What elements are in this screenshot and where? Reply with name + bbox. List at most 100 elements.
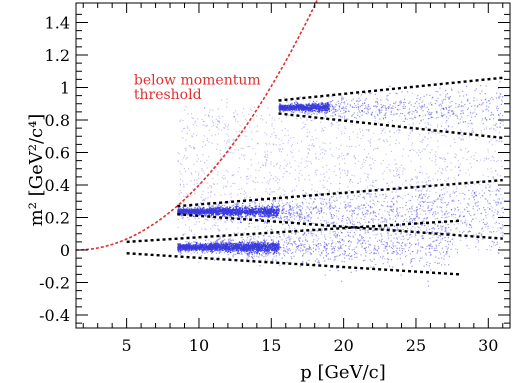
scatter-point: [215, 244, 217, 246]
scatter-point: [498, 198, 500, 200]
scatter-point: [415, 209, 417, 211]
scatter-point: [341, 280, 343, 282]
scatter-point: [202, 250, 204, 252]
scatter-point: [286, 202, 288, 204]
scatter-point: [359, 223, 361, 225]
scatter-point: [436, 217, 438, 220]
scatter-point: [367, 210, 369, 213]
scatter-point: [289, 214, 291, 217]
scatter-point: [239, 248, 241, 250]
scatter-point: [234, 250, 236, 252]
scatter-point: [213, 210, 215, 212]
scatter-point: [438, 228, 440, 230]
scatter-point: [246, 216, 248, 218]
scatter-point: [341, 232, 343, 234]
scatter-point: [194, 210, 196, 212]
scatter-point: [288, 248, 290, 250]
scatter-point: [234, 208, 236, 210]
scatter-point: [409, 219, 411, 221]
scatter-point: [187, 243, 189, 245]
scatter-point: [241, 240, 243, 242]
scatter-point: [221, 248, 223, 250]
scatter-point: [210, 248, 212, 250]
scatter-point: [410, 234, 412, 236]
scatter-point: [278, 243, 280, 245]
scatter-point: [397, 253, 399, 255]
scatter-point: [211, 247, 213, 249]
scatter-point: [318, 260, 320, 262]
scatter-point: [245, 248, 247, 250]
scatter-point: [330, 213, 333, 216]
scatter-point: [238, 241, 240, 243]
scatter-point: [266, 250, 268, 252]
scatter-point: [373, 229, 375, 231]
scatter-point: [325, 243, 327, 245]
scatter-point: [245, 208, 247, 210]
scatter-point: [220, 206, 222, 208]
scatter-point: [414, 219, 416, 221]
scatter-point: [185, 208, 187, 210]
scatter-point: [379, 256, 382, 258]
scatter-point: [301, 194, 304, 196]
scatter-point: [227, 210, 229, 212]
scatter-point: [246, 258, 248, 260]
scatter-point: [403, 230, 405, 232]
scatter-point: [202, 208, 204, 210]
scatter-point: [252, 246, 254, 248]
scatter-point: [273, 209, 275, 211]
scatter-point: [410, 229, 412, 231]
scatter-point: [441, 247, 443, 249]
scatter-point: [182, 216, 184, 218]
scatter-point: [245, 243, 247, 245]
scatter-point: [209, 247, 211, 249]
scatter-point: [422, 201, 425, 203]
scatter-point: [483, 192, 486, 194]
scatter-point: [288, 213, 290, 215]
scatter-point: [279, 246, 281, 249]
scatter-point: [397, 241, 399, 243]
scatter-point: [337, 241, 340, 243]
scatter-point: [434, 250, 436, 252]
scatter-point: [221, 207, 223, 209]
scatter-point: [179, 208, 181, 210]
scatter-point: [324, 245, 326, 248]
scatter-point: [375, 180, 377, 182]
scatter-point: [280, 217, 282, 219]
scatter-point: [446, 204, 448, 206]
scatter-point: [205, 243, 207, 245]
scatter-point: [332, 251, 334, 253]
scatter-point: [203, 208, 205, 210]
scatter-point: [353, 254, 356, 256]
scatter-point: [231, 213, 233, 215]
scatter-point: [279, 253, 281, 255]
scatter-point: [283, 250, 285, 252]
scatter-point: [232, 254, 234, 256]
scatter-point: [192, 247, 194, 249]
scatter-point: [430, 245, 432, 247]
scatter-point: [215, 207, 217, 209]
scatter-point: [268, 206, 270, 208]
scatter-point: [195, 250, 197, 252]
scatter-point: [255, 248, 258, 250]
scatter-point: [272, 253, 274, 255]
scatter-point: [188, 243, 190, 245]
scatter-point: [252, 241, 254, 243]
scatter-point: [241, 245, 243, 247]
scatter-point: [435, 211, 437, 213]
scatter-point: [336, 235, 339, 237]
scatter-point: [412, 218, 414, 220]
scatter-point: [212, 207, 214, 210]
scatter-point: [218, 252, 220, 254]
scatter-point: [206, 247, 208, 249]
scatter-point: [278, 210, 280, 212]
scatter-point: [283, 244, 285, 246]
scatter-point: [332, 195, 334, 197]
scatter-point: [330, 207, 332, 209]
scatter-point: [210, 245, 212, 247]
scatter-point: [350, 205, 352, 207]
scatter-point: [212, 205, 214, 207]
scatter-point: [276, 250, 278, 253]
scatter-point: [234, 213, 236, 215]
scatter-point: [309, 252, 311, 254]
scatter-point: [297, 206, 299, 208]
